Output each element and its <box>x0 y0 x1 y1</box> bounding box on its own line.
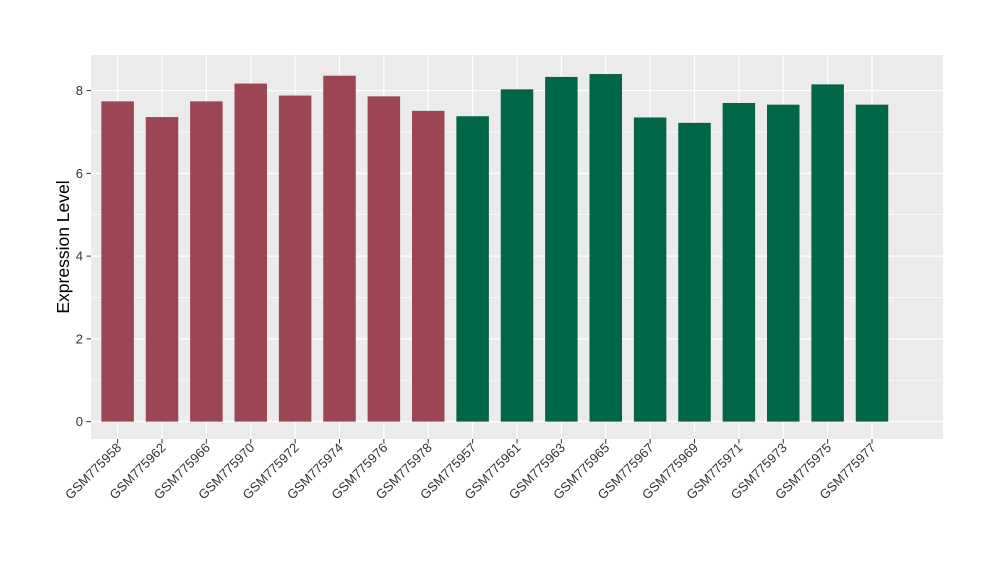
bar-GSM775961 <box>500 89 534 422</box>
bar-GSM775963 <box>545 76 578 422</box>
bar-GSM775974 <box>323 75 356 422</box>
bar-GSM775958 <box>101 101 134 422</box>
bar-GSM775972 <box>278 95 312 422</box>
bar-GSM775977 <box>855 104 889 422</box>
y-tick-label: 8 <box>76 83 83 98</box>
y-tick-label: 2 <box>76 331 83 346</box>
y-tick-labels: 0 2 4 6 8 <box>76 83 83 429</box>
bar-GSM775970 <box>234 83 267 422</box>
axis-ticks <box>86 90 873 444</box>
y-tick-label: 6 <box>76 166 83 181</box>
bars <box>101 74 889 422</box>
y-axis-title: Expression Level <box>53 180 73 313</box>
bar-GSM775978 <box>412 110 445 422</box>
bar-GSM775965 <box>589 74 622 422</box>
y-tick-label: 4 <box>76 249 83 264</box>
bar-GSM775957 <box>456 116 489 422</box>
bar-GSM775976 <box>367 96 401 422</box>
bar-GSM775969 <box>678 122 711 422</box>
bar-GSM775971 <box>722 103 756 422</box>
bar-GSM775975 <box>811 84 844 422</box>
bar-GSM775962 <box>145 117 179 422</box>
bar-GSM775967 <box>633 117 667 422</box>
bar-GSM775966 <box>190 101 223 422</box>
y-tick-label: 0 <box>76 414 83 429</box>
bar-GSM775973 <box>767 104 800 422</box>
